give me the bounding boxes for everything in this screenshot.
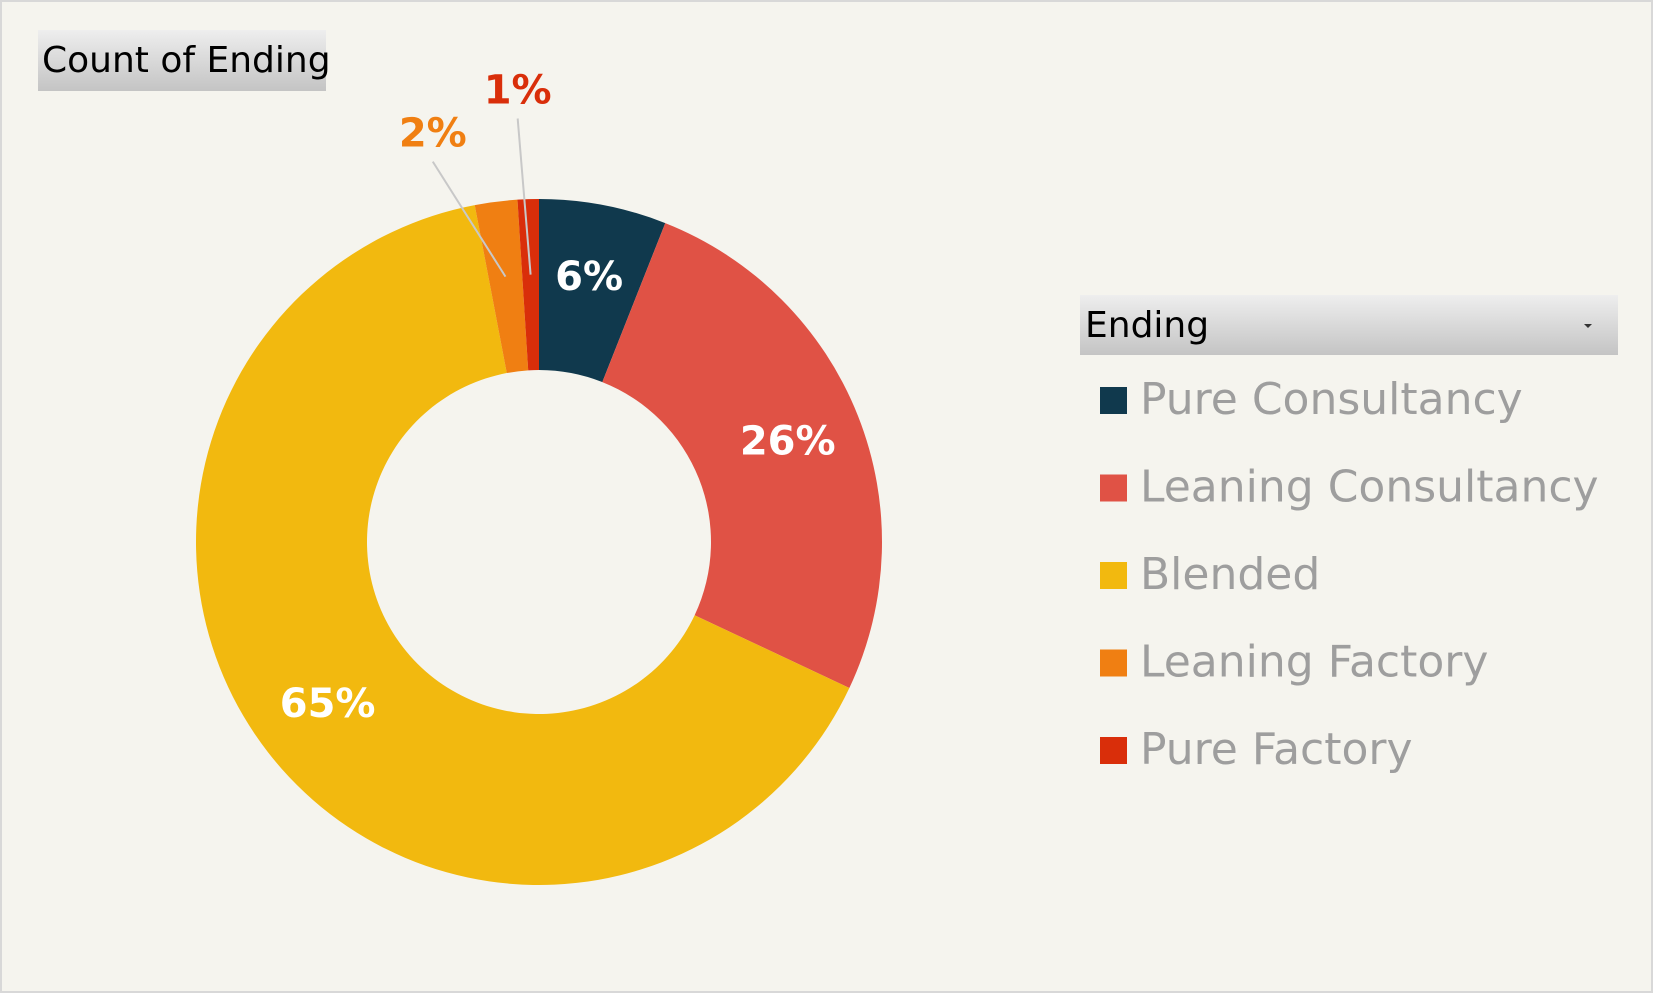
legend-label: Leaning Factory [1140, 637, 1488, 688]
slice [517, 199, 539, 371]
data-label: 1% [484, 68, 552, 114]
data-label: 2% [399, 111, 467, 157]
data-label: 6% [555, 254, 623, 300]
legend-header-box[interactable] [1080, 295, 1618, 355]
slice [474, 199, 529, 374]
leader-line [516, 118, 532, 275]
legend-swatch [1100, 474, 1127, 502]
title-box [38, 30, 326, 91]
legend-swatch [1100, 737, 1127, 764]
slice [195, 205, 850, 886]
legend-label: Pure Factory [1140, 724, 1413, 775]
legend-title[interactable]: Ending [1085, 305, 1209, 346]
legend-swatch [1100, 562, 1127, 589]
legend-label: Leaning Consultancy [1140, 462, 1599, 513]
slice [602, 223, 882, 689]
dropdown-arrow[interactable] [1584, 324, 1592, 328]
leader-line [431, 161, 507, 278]
legend-label: Blended [1140, 549, 1320, 600]
chart-title: Count of Ending [42, 40, 331, 81]
legend-label: Pure Consultancy [1140, 374, 1523, 425]
legend-header[interactable]: Ending [1080, 295, 1618, 355]
slice [539, 199, 666, 383]
legend-swatch [1100, 387, 1127, 414]
title-button: Count of Ending [38, 30, 331, 91]
legend-swatch [1100, 649, 1127, 677]
data-label: 65% [280, 681, 376, 727]
data-label: 26% [740, 419, 836, 465]
